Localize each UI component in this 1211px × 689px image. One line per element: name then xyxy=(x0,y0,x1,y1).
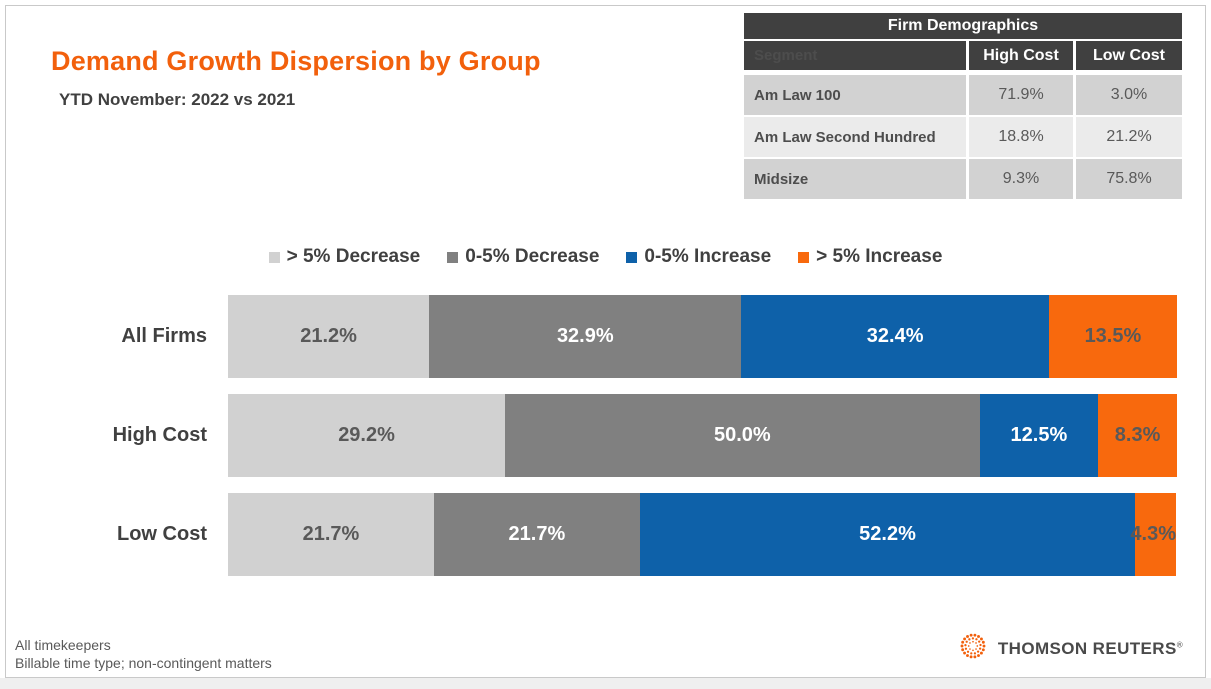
thomson-reuters-logo: THOMSON REUTERS® xyxy=(958,631,1183,666)
legend-swatch-icon xyxy=(268,251,280,263)
table-title: Firm Demographics xyxy=(744,13,1182,39)
legend-item: 0-5% Increase xyxy=(626,246,771,268)
legend-label: 0-5% Decrease xyxy=(465,246,600,267)
legend-label: 0-5% Increase xyxy=(644,246,772,267)
stacked-bar-chart: All Firms 21.2% 32.9% 32.4% 13.5% High Cost 29… xyxy=(6,295,1205,592)
bar-segment: 32.4% xyxy=(741,295,1049,378)
legend-item: > 5% Decrease xyxy=(268,246,421,268)
page-title: Demand Growth Dispersion by Group xyxy=(51,46,541,76)
page-bottom-strip xyxy=(0,678,1211,689)
category-label: Low Cost xyxy=(117,523,207,545)
bar-segment-value: 21.2% xyxy=(300,325,357,347)
bar-segment-value: 29.2% xyxy=(338,424,395,446)
bar-segment: 52.2% xyxy=(639,493,1136,576)
bar-segment-value: 32.4% xyxy=(866,325,924,347)
table-cell: 9.3% xyxy=(969,159,1073,199)
bar-segment-value: 21.7% xyxy=(508,523,566,545)
column-header-segment: Segment xyxy=(744,41,966,70)
chart-row: All Firms 21.2% 32.9% 32.4% 13.5% xyxy=(6,295,1205,378)
legend-swatch-icon xyxy=(626,251,638,263)
category-label: High Cost xyxy=(112,424,207,446)
column-header-low-cost: Low Cost xyxy=(1076,41,1182,70)
slide-canvas: Demand Growth Dispersion by Group YTD No… xyxy=(5,5,1206,678)
bar-segment: 4.3% xyxy=(1130,493,1177,576)
table-header-row: Segment High Cost Low Cost xyxy=(744,41,1182,70)
legend-label: > 5% Increase xyxy=(816,246,943,267)
legend-label: > 5% Decrease xyxy=(286,246,421,267)
chart-row: Low Cost 21.7% 21.7% 52.2% 4.3% xyxy=(6,493,1205,576)
table-cell: 71.9% xyxy=(969,75,1073,115)
column-header-high-cost: High Cost xyxy=(969,41,1073,70)
stacked-bar: 21.2% 32.9% 32.4% 13.5% xyxy=(228,295,1177,378)
table-cell: 3.0% xyxy=(1076,75,1182,115)
bar-segment-value: 12.5% xyxy=(1010,424,1068,446)
bar-segment-value: 21.7% xyxy=(302,523,360,545)
stacked-bar: 29.2% 50.0% 12.5% 8.3% xyxy=(228,394,1177,477)
table-row: Am Law Second Hundred 18.8% 21.2% xyxy=(744,117,1182,157)
bar-segment-value: 32.9% xyxy=(556,325,614,347)
bar-segment: 13.5% xyxy=(1048,295,1177,378)
legend-swatch-icon xyxy=(447,251,459,263)
bar-segment: 32.9% xyxy=(429,295,742,378)
bar-segment: 12.5% xyxy=(979,394,1099,477)
bar-segment: 21.7% xyxy=(228,493,434,576)
chart-row: High Cost 29.2% 50.0% 12.5% 8.3% xyxy=(6,394,1205,477)
bar-segment-value: 52.2% xyxy=(859,523,916,545)
legend-item: 0-5% Decrease xyxy=(447,246,599,268)
bar-segment: 50.0% xyxy=(505,394,980,477)
footnote-line: Billable time type; non-contingent matte… xyxy=(15,654,272,671)
legend-swatch-icon xyxy=(798,251,810,263)
table-body: Am Law 100 71.9% 3.0% Am Law Second Hundred… xyxy=(744,73,1182,199)
table-row: Am Law 100 71.9% 3.0% xyxy=(744,75,1182,115)
bar-segment: 21.7% xyxy=(433,493,640,576)
bar-segment: 29.2% xyxy=(228,394,506,477)
firm-demographics-table: Firm Demographics Segment High Cost Low … xyxy=(744,13,1182,199)
table-cell: 75.8% xyxy=(1076,159,1182,199)
bar-segment-value: 13.5% xyxy=(1084,325,1142,347)
category-label: All Firms xyxy=(121,325,207,347)
footnotes: All timekeepers Billable time type; non-… xyxy=(15,636,272,672)
legend-item: > 5% Increase xyxy=(798,246,942,268)
bar-segment: 8.3% xyxy=(1098,394,1177,477)
table-cell: 18.8% xyxy=(969,117,1073,157)
bar-segment-value: 4.3% xyxy=(1130,523,1177,545)
stacked-bar: 21.7% 21.7% 52.2% 4.3% xyxy=(228,493,1177,576)
chart-legend: > 5% Decrease 0-5% Decrease 0-5% Increase >… xyxy=(6,246,1205,268)
table-cell: Am Law Second Hundred xyxy=(744,117,966,157)
bar-segment-value: 8.3% xyxy=(1114,424,1161,446)
page-subtitle: YTD November: 2022 vs 2021 xyxy=(59,90,296,109)
table-row: Midsize 9.3% 75.8% xyxy=(744,159,1182,199)
thomson-reuters-kinesis-icon xyxy=(958,631,988,666)
table-cell: Midsize xyxy=(744,159,966,199)
table-cell: 21.2% xyxy=(1076,117,1182,157)
table-cell: Am Law 100 xyxy=(744,75,966,115)
thomson-reuters-logo-text: THOMSON REUTERS® xyxy=(997,638,1183,658)
bar-segment: 21.2% xyxy=(228,295,430,378)
footnote-line: All timekeepers xyxy=(15,636,111,653)
bar-segment-value: 50.0% xyxy=(713,424,771,446)
